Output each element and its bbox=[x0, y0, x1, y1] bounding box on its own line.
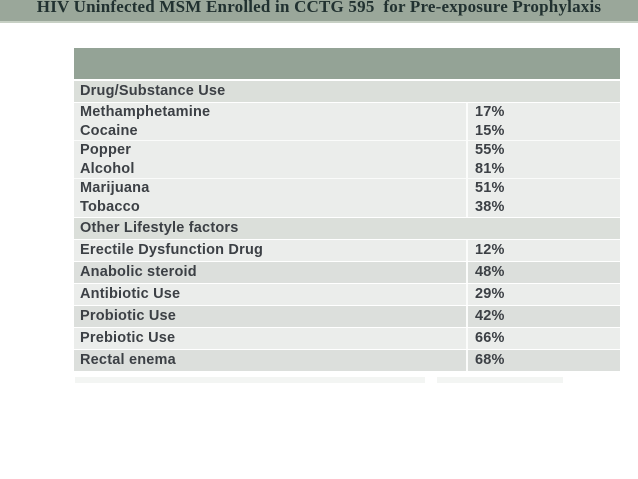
row-value: 51% bbox=[475, 180, 505, 196]
column-divider bbox=[466, 350, 468, 371]
table-row-cocaine: Cocaine 15% bbox=[74, 122, 620, 141]
row-value: 12% bbox=[475, 242, 505, 258]
table-header-band bbox=[74, 48, 620, 79]
column-divider bbox=[466, 240, 468, 261]
row-value: 66% bbox=[475, 330, 505, 346]
table-row-anabolic-steroid: Anabolic steroid 48% bbox=[74, 262, 620, 283]
column-divider bbox=[466, 262, 468, 283]
table-row-methamphetamine: Methamphetamine 17% bbox=[74, 103, 620, 122]
table-row-probiotic-use: Probiotic Use 42% bbox=[74, 306, 620, 327]
column-divider bbox=[466, 141, 468, 160]
table-row-popper: Popper 55% bbox=[74, 141, 620, 160]
section-header-other-lifestyle-factors: Other Lifestyle factors bbox=[74, 218, 620, 239]
row-label: Tobacco bbox=[80, 199, 140, 215]
row-label: Probiotic Use bbox=[80, 308, 177, 324]
row-value: 38% bbox=[475, 199, 505, 215]
table-reflection-left bbox=[75, 377, 425, 383]
row-label: Marijuana bbox=[80, 180, 150, 196]
row-value: 17% bbox=[475, 104, 505, 120]
row-label: Prebiotic Use bbox=[80, 330, 176, 346]
table-reflection-right bbox=[437, 377, 563, 383]
table-row-tobacco: Tobacco 38% bbox=[74, 198, 620, 217]
slide-title-bar: HIV Uninfected MSM Enrolled in CCTG 595 … bbox=[0, 0, 638, 23]
row-value: 68% bbox=[475, 352, 505, 368]
row-label: Anabolic steroid bbox=[80, 264, 197, 280]
column-divider bbox=[466, 122, 468, 141]
table-row-antibiotic-use: Antibiotic Use 29% bbox=[74, 284, 620, 305]
row-value: 55% bbox=[475, 142, 505, 158]
row-label: Rectal enema bbox=[80, 352, 176, 368]
row-label: Cocaine bbox=[80, 123, 138, 139]
table-row-rectal-enema: Rectal enema 68% bbox=[74, 350, 620, 371]
table-row-prebiotic-use: Prebiotic Use 66% bbox=[74, 328, 620, 349]
column-divider bbox=[466, 160, 468, 179]
row-value: 15% bbox=[475, 123, 505, 139]
slide-title: HIV Uninfected MSM Enrolled in CCTG 595 … bbox=[36, 0, 602, 16]
table-row-alcohol: Alcohol 81% bbox=[74, 160, 620, 179]
substance-use-table: Drug/Substance Use Methamphetamine 17% C… bbox=[74, 48, 620, 371]
row-label: Erectile Dysfunction Drug bbox=[80, 242, 264, 258]
row-label: Antibiotic Use bbox=[80, 286, 181, 302]
column-divider bbox=[466, 328, 468, 349]
row-label: Alcohol bbox=[80, 161, 135, 177]
row-label: Methamphetamine bbox=[80, 104, 211, 120]
row-value: 42% bbox=[475, 308, 505, 324]
column-divider bbox=[466, 103, 468, 122]
row-value: 81% bbox=[475, 161, 505, 177]
column-divider bbox=[466, 198, 468, 217]
row-label: Popper bbox=[80, 142, 132, 158]
column-divider bbox=[466, 306, 468, 327]
row-value: 48% bbox=[475, 264, 505, 280]
table-row-marijuana: Marijuana 51% bbox=[74, 179, 620, 198]
section-header-drug-substance-use: Drug/Substance Use bbox=[74, 81, 620, 102]
lifestyle-section: Erectile Dysfunction Drug 12% Anabolic s… bbox=[74, 240, 620, 371]
drug-substance-section: Methamphetamine 17% Cocaine 15% Popper 5… bbox=[74, 103, 620, 217]
table-row-erectile-dysfunction-drug: Erectile Dysfunction Drug 12% bbox=[74, 240, 620, 261]
row-value: 29% bbox=[475, 286, 505, 302]
column-divider bbox=[466, 284, 468, 305]
column-divider bbox=[466, 179, 468, 198]
